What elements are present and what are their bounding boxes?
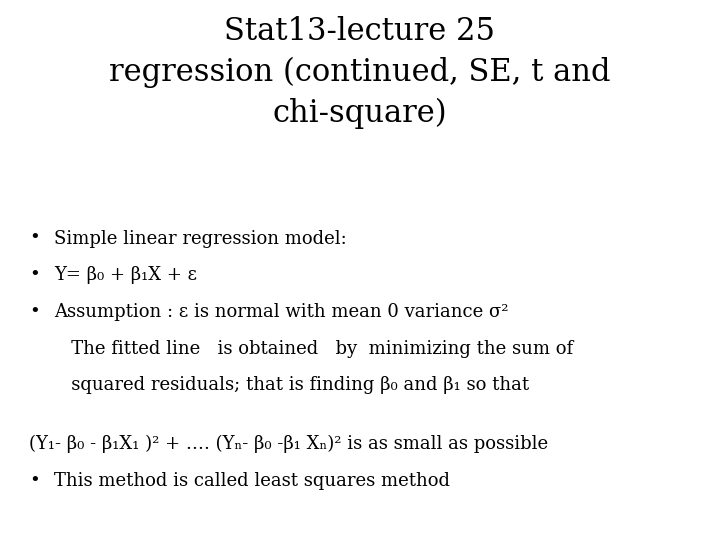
Text: Stat13-lecture 25
regression (continued, SE, t and
chi-square): Stat13-lecture 25 regression (continued,… bbox=[109, 16, 611, 129]
Text: Assumption : ε is normal with mean 0 variance σ²: Assumption : ε is normal with mean 0 var… bbox=[54, 303, 508, 321]
Text: The fitted line   is obtained   by  minimizing the sum of: The fitted line is obtained by minimizin… bbox=[54, 340, 573, 357]
Text: •: • bbox=[29, 303, 40, 321]
Text: •: • bbox=[29, 230, 40, 247]
Text: Simple linear regression model:: Simple linear regression model: bbox=[54, 230, 347, 247]
Text: (Y₁- β₀ - β₁X₁ )² + …. (Yₙ- β₀ -β₁ Xₙ)² is as small as possible: (Y₁- β₀ - β₁X₁ )² + …. (Yₙ- β₀ -β₁ Xₙ)² … bbox=[29, 435, 548, 454]
Text: This method is called least squares method: This method is called least squares meth… bbox=[54, 472, 450, 490]
Text: •: • bbox=[29, 472, 40, 490]
Text: Y= β₀ + β₁X + ε: Y= β₀ + β₁X + ε bbox=[54, 266, 197, 284]
Text: squared residuals; that is finding β₀ and β₁ so that: squared residuals; that is finding β₀ an… bbox=[54, 376, 529, 394]
Text: •: • bbox=[29, 266, 40, 284]
